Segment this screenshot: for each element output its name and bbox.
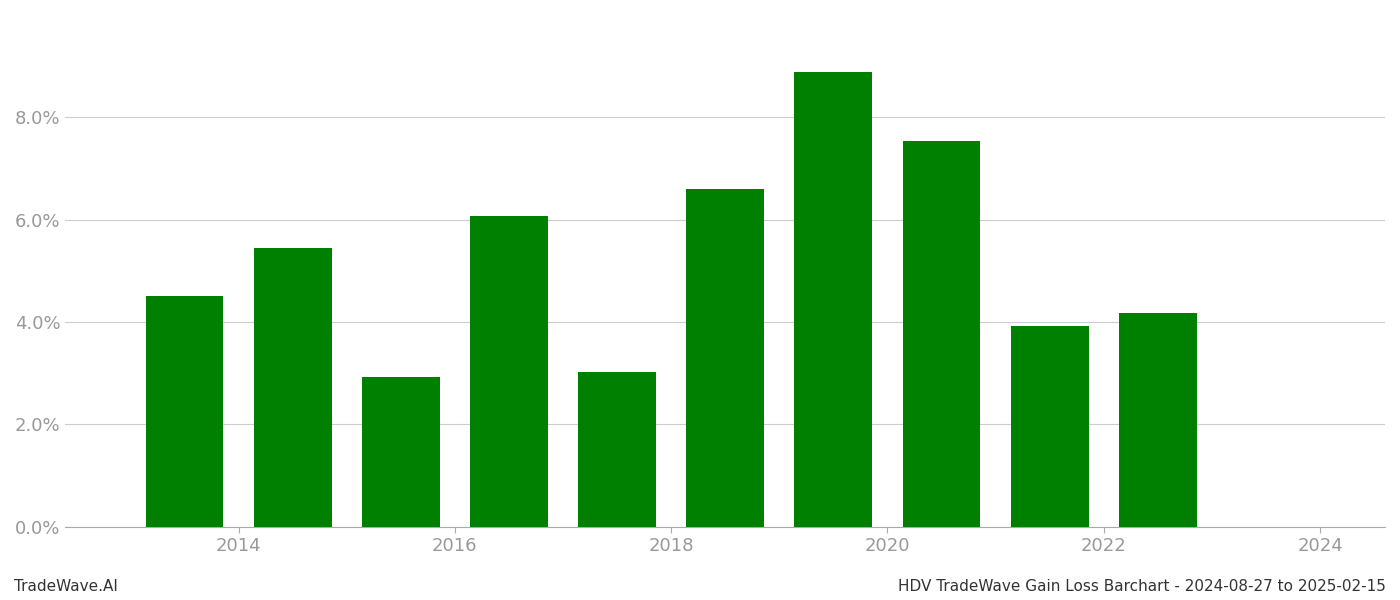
Text: HDV TradeWave Gain Loss Barchart - 2024-08-27 to 2025-02-15: HDV TradeWave Gain Loss Barchart - 2024-… [899, 579, 1386, 594]
Bar [361, 377, 440, 527]
Bar [794, 72, 872, 527]
Bar [253, 248, 332, 527]
Bar [1011, 326, 1089, 527]
Bar [1119, 313, 1197, 527]
Bar [686, 189, 764, 527]
Bar [470, 216, 547, 527]
Text: TradeWave.AI: TradeWave.AI [14, 579, 118, 594]
Bar [146, 296, 224, 527]
Bar [578, 371, 657, 527]
Bar [903, 142, 980, 527]
